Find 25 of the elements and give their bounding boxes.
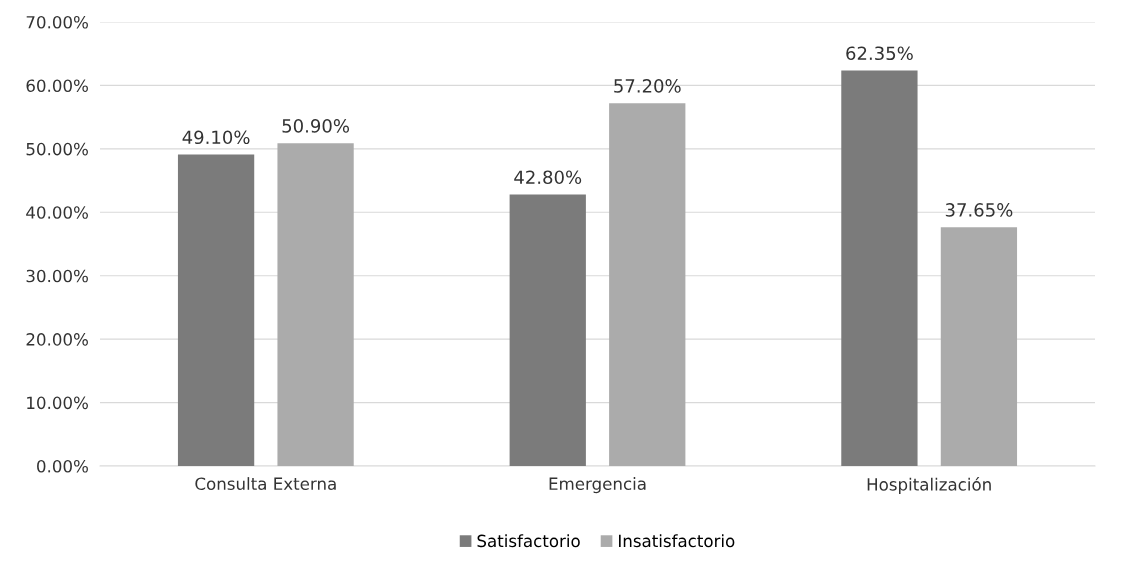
bar xyxy=(841,70,918,466)
bar xyxy=(177,154,255,466)
data-label: 49.10% xyxy=(182,130,250,145)
y-tick-label: 40.00% xyxy=(26,206,88,219)
data-label: 62.35% xyxy=(846,46,913,61)
legend-label: Insatisfactorio xyxy=(619,534,735,548)
x-tick-label: Consulta Externa xyxy=(195,477,336,491)
data-label: 42.80% xyxy=(514,170,582,185)
data-label: 50.90% xyxy=(282,119,350,133)
legend-label: Satisfactorio xyxy=(477,534,580,548)
data-label: 37.65% xyxy=(945,203,1013,217)
bar xyxy=(277,143,354,466)
y-tick-label: 10.00% xyxy=(27,396,88,410)
bar xyxy=(509,194,586,466)
x-tick-label: Hospitalización xyxy=(867,477,991,494)
bar xyxy=(940,227,1018,466)
y-tick-label: 50.00% xyxy=(26,142,88,156)
y-tick-label: 30.00% xyxy=(26,269,88,283)
y-tick-label: 0.00% xyxy=(37,459,88,473)
y-tick-label: 60.00% xyxy=(26,79,88,92)
bar xyxy=(609,103,686,466)
y-tick-label: 70.00% xyxy=(26,15,88,29)
data-label: 57.20% xyxy=(614,79,681,93)
x-tick-label: Emergencia xyxy=(549,477,646,494)
y-tick-label: 20.00% xyxy=(26,333,88,346)
